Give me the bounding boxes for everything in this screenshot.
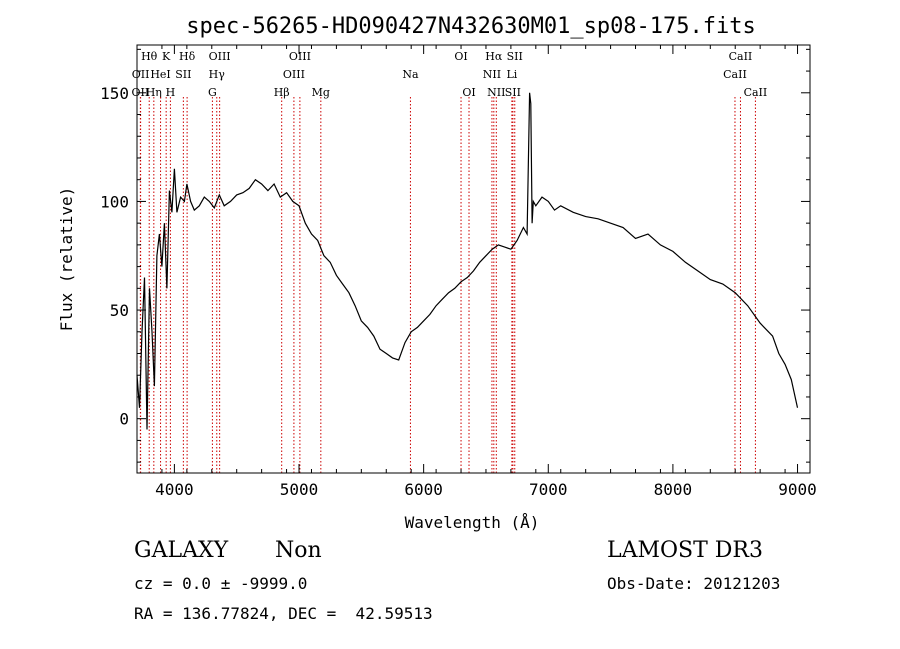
x-tick-label: 6000 <box>404 480 443 499</box>
line-label: SII <box>175 68 191 81</box>
spectrum-series <box>136 92 799 430</box>
line-label: Hθ <box>141 50 158 63</box>
class-label: GALAXY <box>134 538 229 563</box>
line-label: Mg <box>312 86 330 99</box>
line-label: G <box>208 86 217 99</box>
line-label: Hδ <box>179 50 196 63</box>
y-tick-label: 150 <box>100 84 129 103</box>
x-tick-label: 9000 <box>778 480 817 499</box>
x-tick-label: 5000 <box>280 480 319 499</box>
line-label: NII <box>483 68 501 81</box>
plot-frame <box>136 44 811 474</box>
line-label: OI <box>454 50 467 63</box>
line-label: Li <box>506 68 517 81</box>
line-label: H <box>166 86 176 99</box>
subclass-label: Non <box>275 538 322 563</box>
line-label: K <box>162 50 171 63</box>
line-label: CaII <box>729 50 753 63</box>
cz-line: cz = 0.0 ± -9999.0 <box>134 574 308 593</box>
line-label: HeI <box>150 68 170 81</box>
line-label: OIII <box>289 50 311 63</box>
axis-ticks: 4000 5000 6000 7000 8000 9000 0 50 100 150 <box>100 45 817 499</box>
x-tick-label: 7000 <box>529 480 568 499</box>
line-label: Hγ <box>209 68 226 81</box>
line-label: SII <box>505 86 521 99</box>
y-axis-label: Flux (relative) <box>57 187 76 332</box>
x-axis-label: Wavelength (Å) <box>405 513 540 532</box>
x-tick-label: 8000 <box>654 480 693 499</box>
line-label: OII <box>132 68 150 81</box>
line-label: SII <box>507 50 523 63</box>
line-label: OIII <box>283 68 305 81</box>
line-label: Hα <box>485 50 503 63</box>
survey-label: LAMOST DR3 <box>607 538 763 563</box>
line-label: CaII <box>723 68 747 81</box>
line-label: Hη <box>146 86 162 99</box>
obs-date: Obs-Date: 20121203 <box>607 574 781 593</box>
line-label: OIII <box>209 50 231 63</box>
y-tick-label: 50 <box>110 301 129 320</box>
y-tick-label: 0 <box>119 410 129 429</box>
emission-line-markers: OIIOIIHθHηHeIKHSIIHδGHγOIIIHβOIIIOIIIMgN… <box>132 50 768 473</box>
line-label: NII <box>487 86 505 99</box>
radec-line: RA = 136.77824, DEC = 42.59513 <box>134 604 433 623</box>
line-label: Hβ <box>274 86 290 99</box>
line-label: CaII <box>744 86 768 99</box>
x-tick-label: 4000 <box>155 480 194 499</box>
line-label: OI <box>462 86 475 99</box>
chart-title: spec-56265-HD090427N432630M01_sp08-175.f… <box>186 14 756 39</box>
line-label: Na <box>402 68 419 81</box>
y-tick-label: 100 <box>100 192 129 211</box>
